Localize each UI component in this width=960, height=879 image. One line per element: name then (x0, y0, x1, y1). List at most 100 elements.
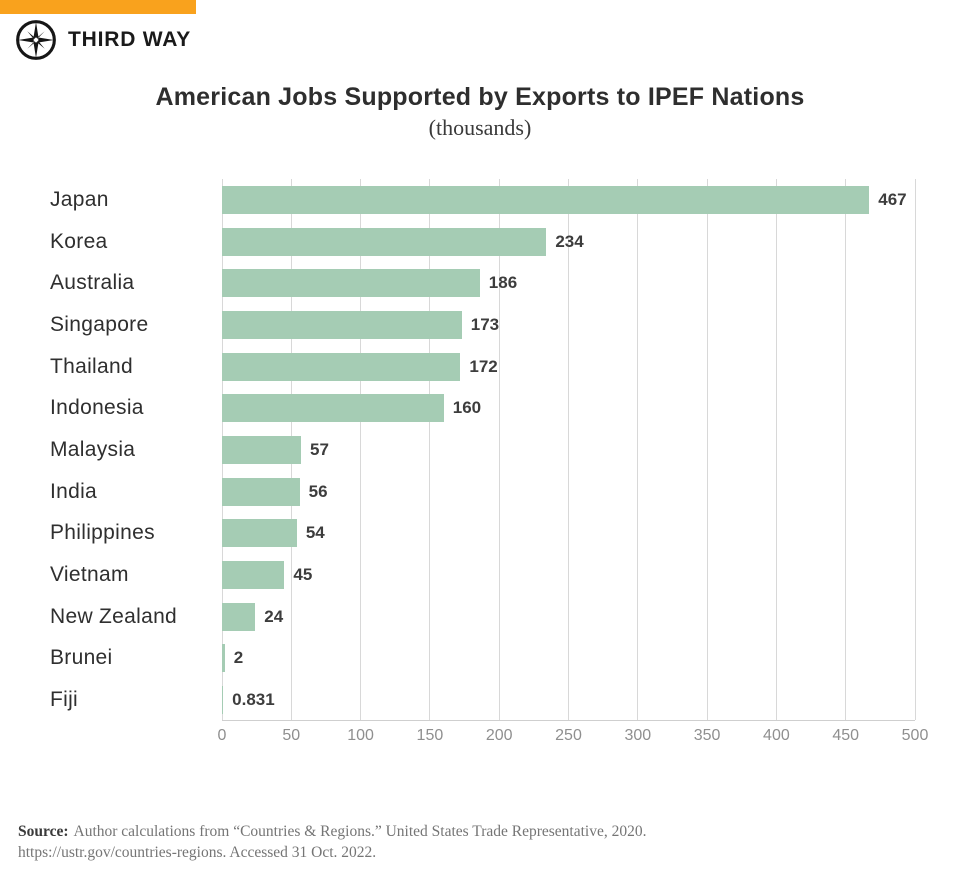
plot-area: Japan 467 Korea 234 Australia 186 Singapore 173… (50, 179, 916, 721)
chart-title: American Jobs Supported by Exports to IP… (155, 83, 805, 111)
chart-subtitle: (thousands) (428, 115, 532, 140)
gridline (775, 179, 777, 720)
bar-row: Fiji 0.831 (50, 679, 915, 721)
category-label: India (50, 479, 98, 503)
bar (222, 394, 444, 423)
x-axis-tick-label: 150 (416, 726, 444, 744)
x-axis-tick-label: 400 (763, 726, 790, 744)
bar-value: 0.831 (232, 690, 275, 710)
gridline (845, 179, 847, 720)
x-axis-tick-label: 250 (555, 726, 582, 744)
gridline (637, 179, 639, 720)
bar-track: 0.831 (222, 679, 915, 721)
bar (222, 644, 225, 673)
bar-track: 45 (222, 554, 915, 596)
bar (222, 310, 462, 339)
x-axis-tick-label: 450 (832, 726, 860, 744)
x-axis-tick-label: 500 (901, 726, 929, 744)
category-label: Malaysia (50, 437, 136, 461)
bar-value: 54 (305, 523, 325, 543)
bar-row: New Zealand 24 (50, 596, 915, 638)
brand-logo: THIRD WAY (14, 18, 960, 62)
bar-row: Singapore 173 (50, 304, 915, 346)
bar (222, 185, 870, 214)
bar-value: 45 (293, 565, 313, 585)
bar-value: 467 (878, 189, 907, 209)
bar-row: Malaysia 57 (50, 429, 915, 471)
bar-row: Indonesia 160 (50, 387, 915, 429)
bar-track: 2 (222, 638, 915, 680)
category-label: New Zealand (50, 604, 178, 628)
bar-value: 57 (310, 439, 329, 459)
bar-value: 56 (308, 481, 328, 501)
source-label: Source: (18, 822, 69, 840)
bar (222, 686, 224, 715)
bar (222, 519, 297, 548)
bar-row: Vietnam 45 (50, 554, 915, 596)
bar (222, 602, 256, 631)
x-axis-tick-label: 350 (693, 726, 721, 744)
bar-track: 24 (222, 596, 915, 638)
bar-row: Philippines 54 (50, 513, 915, 555)
category-label: Australia (50, 271, 135, 295)
x-axis: 0 50 100 150 200 250 300 350 400 450 500 (218, 726, 929, 751)
bar (222, 561, 285, 590)
bar-track: 234 (222, 221, 915, 263)
bar (222, 477, 300, 506)
brand-name: THIRD WAY (68, 28, 192, 51)
bar-track: 54 (222, 513, 915, 555)
bar (222, 269, 480, 298)
bar-track: 172 (222, 346, 915, 388)
bar-value: 186 (488, 273, 518, 293)
source-note: Source: Author calculations from “Countri… (18, 821, 838, 863)
bar-track: 467 (222, 179, 915, 221)
source-text-line1: Author calculations from “Countries & Re… (73, 822, 647, 840)
gridline (498, 179, 500, 720)
bar-track: 160 (222, 387, 915, 429)
category-label: Philippines (50, 521, 155, 545)
bar-row: Thailand 172 (50, 346, 915, 388)
category-label: Thailand (50, 354, 133, 378)
bar-value: 234 (555, 231, 584, 251)
bar-row: India 56 (50, 471, 915, 513)
source-text-line2: https://ustr.gov/countries-regions. Acce… (18, 843, 377, 861)
category-label: Singapore (50, 312, 149, 336)
bar-track: 173 (222, 304, 915, 346)
category-label: Indonesia (50, 396, 144, 420)
gridline (429, 179, 431, 720)
category-label: Japan (50, 187, 109, 211)
compass-icon (16, 20, 56, 60)
bar-value: 172 (469, 356, 498, 376)
bar-track: 186 (222, 262, 915, 304)
bar-rows: Japan 467 Korea 234 Australia 186 Singapore 173… (50, 179, 915, 721)
bar-value: 173 (470, 314, 500, 334)
bar-row: Australia 186 (50, 262, 915, 304)
bar-value: 160 (452, 398, 482, 418)
gridline (706, 179, 708, 720)
bar-row: Japan 467 (50, 179, 915, 221)
x-axis-tick-label: 50 (282, 726, 301, 744)
bar-track: 57 (222, 429, 915, 471)
bar (222, 227, 547, 256)
bar-chart: Japan 467 Korea 234 Australia 186 Singapore 173… (50, 179, 929, 751)
bar (222, 352, 461, 381)
bar-row: Brunei 2 (50, 638, 915, 680)
category-label: Brunei (50, 646, 113, 670)
x-axis-tick-label: 300 (624, 726, 652, 744)
gridline (568, 179, 569, 720)
bar (222, 435, 301, 464)
bar-value: 24 (264, 606, 284, 626)
bar-row: Korea 234 (50, 221, 915, 263)
x-axis-tick-label: 200 (485, 726, 513, 744)
gridline (360, 179, 362, 720)
bar-value: 2 (233, 648, 244, 668)
gridline (914, 179, 916, 720)
category-label: Fiji (50, 688, 79, 712)
x-axis-tick-label: 100 (347, 726, 374, 744)
brand-accent-bar (0, 0, 196, 14)
x-axis-tick-label: 0 (217, 726, 227, 744)
category-label: Korea (50, 229, 108, 253)
category-label: Vietnam (50, 563, 129, 587)
bar-track: 56 (222, 471, 915, 513)
